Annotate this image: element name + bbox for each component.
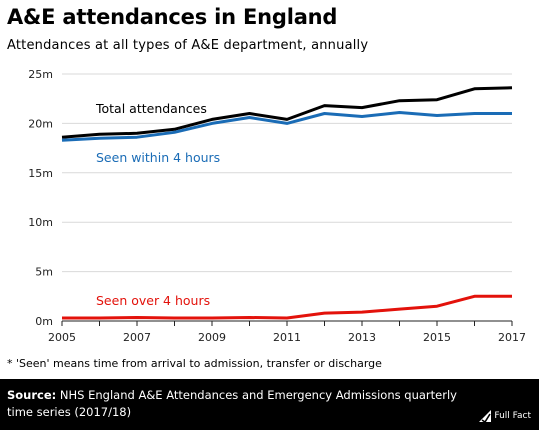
y-tick-label: 10m <box>28 216 53 229</box>
y-tick-label: 5m <box>35 266 53 279</box>
chart-title: A&E attendances in England <box>7 5 338 29</box>
full-fact-logo: Full Fact <box>478 409 531 423</box>
series-label: Total attendances <box>95 101 207 116</box>
source-footer: Source: NHS England A&E Attendances and … <box>0 379 539 430</box>
x-tick-label: 2017 <box>498 331 526 344</box>
x-tick-label: 2015 <box>423 331 451 344</box>
source-label: Source: <box>7 388 57 402</box>
x-tick-label: 2011 <box>273 331 301 344</box>
x-tick-label: 2013 <box>348 331 376 344</box>
line-chart: 0m 5m 10m 15m 20m 25m 2005 2007 2009 2011 2013 2015… <box>28 68 526 344</box>
series-label: Seen over 4 hours <box>96 293 210 308</box>
x-tick-label: 2007 <box>123 331 151 344</box>
source-text-block: Source: NHS England A&E Attendances and … <box>7 387 467 421</box>
y-tick-label: 25m <box>28 68 53 81</box>
y-tick-label: 0m <box>35 315 53 328</box>
x-tick-label: 2009 <box>198 331 226 344</box>
series-line <box>61 86 513 139</box>
series-line <box>62 294 512 320</box>
full-fact-tick-icon <box>479 410 492 423</box>
x-tick-label: 2005 <box>48 331 76 344</box>
footnote: * 'Seen' means time from arrival to admi… <box>7 357 382 370</box>
y-tick-label: 15m <box>28 167 53 180</box>
series-label: Seen within 4 hours <box>96 150 220 165</box>
logo-text: Full Fact <box>494 411 531 421</box>
series-line <box>61 111 512 142</box>
source-text: NHS England A&E Attendances and Emergenc… <box>7 388 457 419</box>
y-tick-label: 20m <box>28 117 53 130</box>
chart-subtitle: Attendances at all types of A&E departme… <box>7 38 369 53</box>
